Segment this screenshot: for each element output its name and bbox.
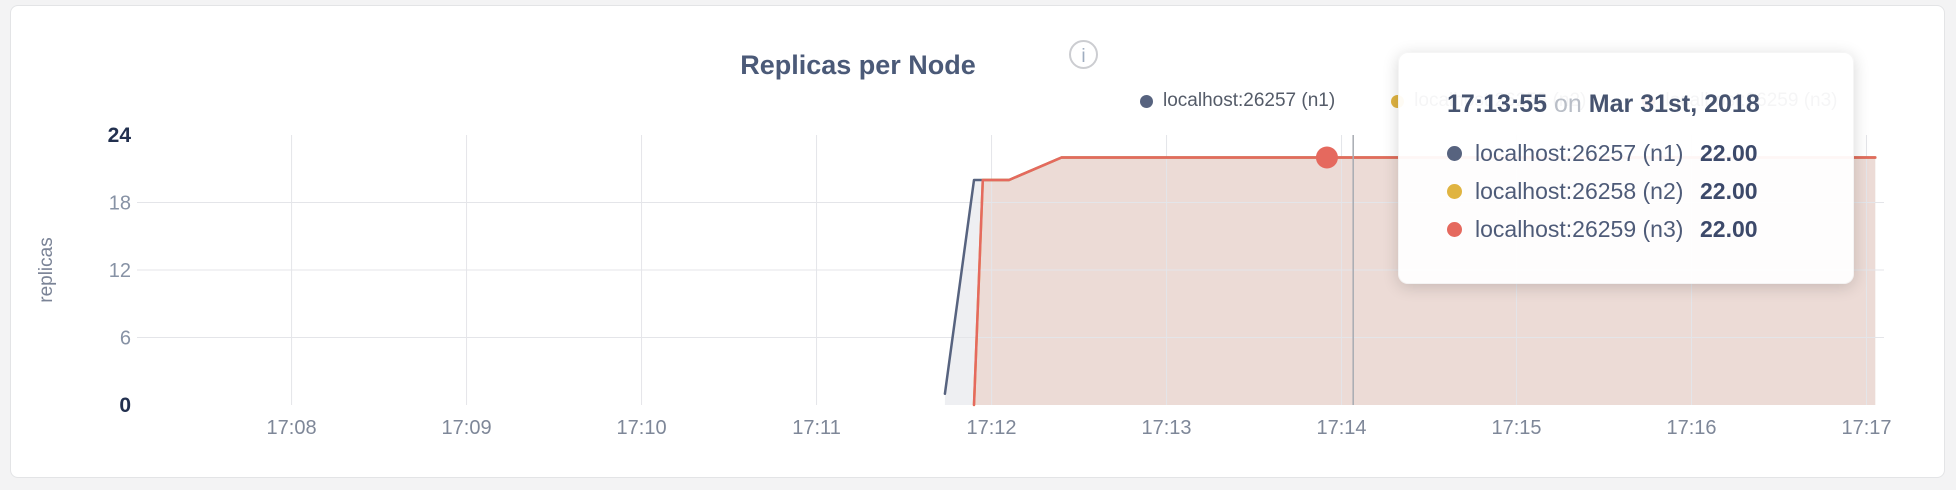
y-tick-label: 12 [109,260,131,282]
tooltip-row-2: localhost:26258 (n2) 22.00 [1447,172,1853,210]
tooltip-series-dot-icon [1447,221,1462,237]
legend-label: localhost:26257 (n1) [1163,90,1336,111]
x-tick-label: 17:15 [1491,417,1541,439]
chart-title: Replicas per Node [740,50,976,81]
tooltip-series-value: 22.00 [1700,215,1758,242]
hover-tooltip: 17:13:55 on Mar 31st, 2018 localhost:262… [1398,52,1854,284]
legend-dot-icon [1140,94,1153,108]
info-icon-glyph: i [1081,46,1086,67]
tooltip-series-name: localhost:26259 (n3) [1475,215,1684,242]
tooltip-title: 17:13:55 on Mar 31st, 2018 [1447,90,1853,119]
tooltip-row-3: localhost:26259 (n3) 22.00 [1447,210,1853,248]
tooltip-series-dot-icon [1447,183,1462,199]
legend-item-1[interactable]: localhost:26257 (n1) [1140,90,1335,112]
hover-point [1315,146,1338,169]
tooltip-date: Mar 31st, 2018 [1588,90,1760,118]
x-tick-label: 17:13 [1142,417,1192,439]
x-tick-label: 17:10 [617,417,667,439]
x-tick-label: 17:12 [967,417,1017,439]
y-tick-label: 6 [120,328,131,350]
y-tick-label: 18 [109,193,131,215]
y-tick-label: 0 [119,394,131,417]
tooltip-rows: localhost:26257 (n1) 22.00 localhost:26258… [1447,134,1853,248]
tooltip-series-value: 22.00 [1700,139,1758,166]
x-tick-label: 17:11 [792,417,841,439]
tooltip-series-name: localhost:26257 (n1) [1475,139,1684,166]
x-tick-label: 17:14 [1316,417,1366,439]
axis-labels: 17:08 17:09 17:10 17:11 17:12 17:13 17:14 17:15… [36,124,1892,439]
tooltip-series-value: 22.00 [1700,177,1758,204]
tooltip-row-1: localhost:26257 (n1) 22.00 [1447,134,1853,172]
tooltip-time: 17:13:55 [1447,90,1548,118]
tooltip-series-name: localhost:26258 (n2) [1475,177,1684,204]
info-icon[interactable]: i [1069,40,1098,69]
y-tick-label: 24 [108,124,132,147]
y-axis-title: replicas [36,237,57,302]
x-tick-label: 17:08 [267,417,317,439]
tooltip-series-dot-icon [1447,145,1462,161]
x-tick-label: 17:09 [442,417,492,439]
tooltip-conjunction: on [1554,90,1582,118]
x-tick-label: 17:17 [1841,417,1891,439]
x-tick-label: 17:16 [1666,417,1716,439]
